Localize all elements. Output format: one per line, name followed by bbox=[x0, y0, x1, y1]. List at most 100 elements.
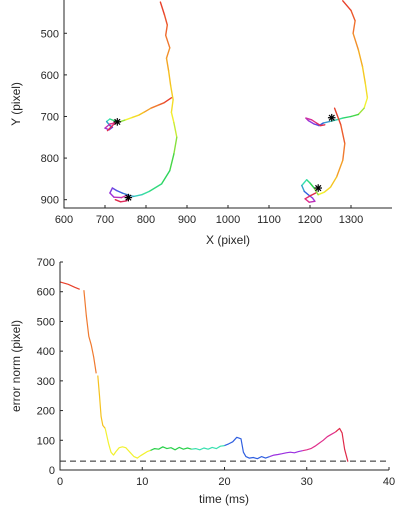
trajectory-segment bbox=[329, 119, 338, 123]
x-tick-label: 10 bbox=[136, 476, 148, 488]
trajectory-segment bbox=[137, 111, 145, 116]
trajectory-segment bbox=[123, 116, 133, 121]
x-tick-label: 1100 bbox=[257, 214, 281, 226]
trajectory-segment bbox=[301, 178, 308, 187]
y-tick-label: 200 bbox=[37, 406, 55, 418]
trajectory-trace bbox=[104, 97, 173, 132]
trajectory-segment bbox=[150, 104, 160, 109]
trajectory-segment bbox=[364, 82, 369, 99]
trajectory-plot: 600 700 800 900 1000 1100 1200 1300 500 600 700 80… bbox=[9, 0, 392, 247]
trajectory-segment bbox=[352, 20, 356, 34]
trajectory-segment bbox=[132, 193, 143, 198]
trajectory-segment bbox=[143, 107, 152, 114]
y-tick-label: 600 bbox=[41, 70, 59, 82]
trajectory-segment bbox=[336, 117, 344, 121]
x-tick-label: 700 bbox=[96, 214, 114, 226]
trajectory-segment bbox=[110, 122, 116, 128]
y-tick-label: 500 bbox=[37, 316, 55, 328]
y-tick-label: 600 bbox=[37, 287, 55, 299]
trajectory-segment bbox=[329, 176, 338, 188]
trajectory-segment bbox=[163, 13, 169, 26]
y-tick-label: 300 bbox=[37, 376, 55, 388]
trajectory-trace bbox=[301, 107, 346, 203]
trajectory-segment bbox=[306, 178, 311, 184]
trajectory-segment bbox=[148, 183, 163, 193]
trajectory-segment bbox=[315, 122, 322, 127]
y-tick-label: 700 bbox=[41, 111, 59, 123]
y-tick-label: 0 bbox=[49, 465, 55, 477]
error-norm-plot-axes bbox=[59, 262, 389, 471]
error-norm-series-line bbox=[83, 290, 97, 374]
trajectory-segment bbox=[342, 115, 352, 119]
trajectory-segment bbox=[165, 47, 171, 59]
trajectory-segment bbox=[109, 187, 114, 194]
x-tick-label: 20 bbox=[218, 476, 230, 488]
x-tick-label: 1200 bbox=[298, 214, 322, 226]
x-tick-label: 1300 bbox=[339, 214, 363, 226]
error-norm-x-axis-label: time (ms) bbox=[199, 492, 249, 506]
trajectory-segment bbox=[342, 0, 352, 12]
x-tick-label: 0 bbox=[57, 476, 63, 488]
y-tick-label: 700 bbox=[37, 257, 55, 269]
x-tick-label: 30 bbox=[301, 476, 313, 488]
trajectory-segment bbox=[342, 142, 346, 161]
trajectory-segment bbox=[340, 124, 346, 145]
error-norm-series-line bbox=[224, 436, 270, 460]
trajectory-segment bbox=[357, 49, 364, 68]
y-tick-label: 900 bbox=[41, 195, 59, 207]
trajectory-segment bbox=[333, 107, 342, 126]
trajectory-segment bbox=[323, 186, 332, 193]
trajectory-segment bbox=[164, 34, 171, 49]
trajectory-segment bbox=[115, 189, 123, 194]
y-tick-label: 400 bbox=[37, 346, 55, 358]
trajectory-segment bbox=[350, 113, 360, 118]
x-tick-label: 600 bbox=[55, 214, 73, 226]
trajectory-segment bbox=[310, 119, 318, 124]
error-norm-series-line bbox=[302, 431, 336, 452]
trajectory-segment bbox=[350, 9, 356, 22]
y-tick-label: 800 bbox=[41, 153, 59, 165]
trajectory-segment bbox=[163, 97, 173, 104]
error-norm-series-line bbox=[97, 375, 106, 429]
target-marker bbox=[113, 118, 122, 126]
trajectory-segment bbox=[130, 114, 140, 119]
trajectory-segment bbox=[308, 200, 316, 203]
trajectory-segment bbox=[313, 123, 320, 127]
trajectory-segment bbox=[304, 198, 310, 203]
error-norm-series-line bbox=[191, 445, 225, 451]
error-norm-series-line bbox=[59, 281, 80, 290]
trajectory-segment bbox=[303, 190, 310, 197]
error-norm-series-line bbox=[104, 428, 151, 459]
error-norm-series bbox=[59, 281, 349, 462]
trajectory-segment bbox=[310, 192, 317, 197]
trajectory-segment bbox=[307, 119, 315, 125]
trajectory-segment bbox=[173, 136, 178, 155]
trajectory-x-ticks: 600 700 800 900 1000 1100 1200 1300 bbox=[55, 205, 363, 226]
trajectory-segment bbox=[114, 198, 122, 203]
trajectory-segment bbox=[167, 69, 172, 87]
trajectory-segment bbox=[352, 32, 360, 51]
trajectory-segment bbox=[160, 169, 171, 185]
trajectory-x-axis-label: X (pixel) bbox=[206, 233, 250, 247]
error-norm-y-axis-label: error norm (pixel) bbox=[9, 320, 23, 412]
target-marker bbox=[314, 184, 322, 192]
trajectory-segment bbox=[301, 184, 305, 193]
trajectory-segment bbox=[141, 190, 151, 196]
trajectory-segment bbox=[170, 99, 174, 114]
trajectory-trace bbox=[305, 0, 369, 127]
error-norm-series-line bbox=[150, 446, 192, 451]
trajectory-segment bbox=[336, 159, 344, 178]
trajectory-segment bbox=[111, 187, 118, 192]
trajectory-segment bbox=[120, 194, 128, 199]
trajectory-segment bbox=[309, 182, 315, 189]
target-marker bbox=[327, 113, 336, 122]
error-norm-x-ticks: 0 10 20 30 40 bbox=[57, 467, 395, 488]
trajectory-segment bbox=[104, 123, 111, 129]
x-tick-label: 40 bbox=[383, 476, 395, 488]
x-tick-label: 800 bbox=[137, 214, 155, 226]
trajectory-segment bbox=[106, 125, 113, 132]
trajectory-segment bbox=[109, 192, 115, 198]
trajectory-segment bbox=[304, 194, 312, 200]
trajectory-segment bbox=[170, 111, 175, 124]
